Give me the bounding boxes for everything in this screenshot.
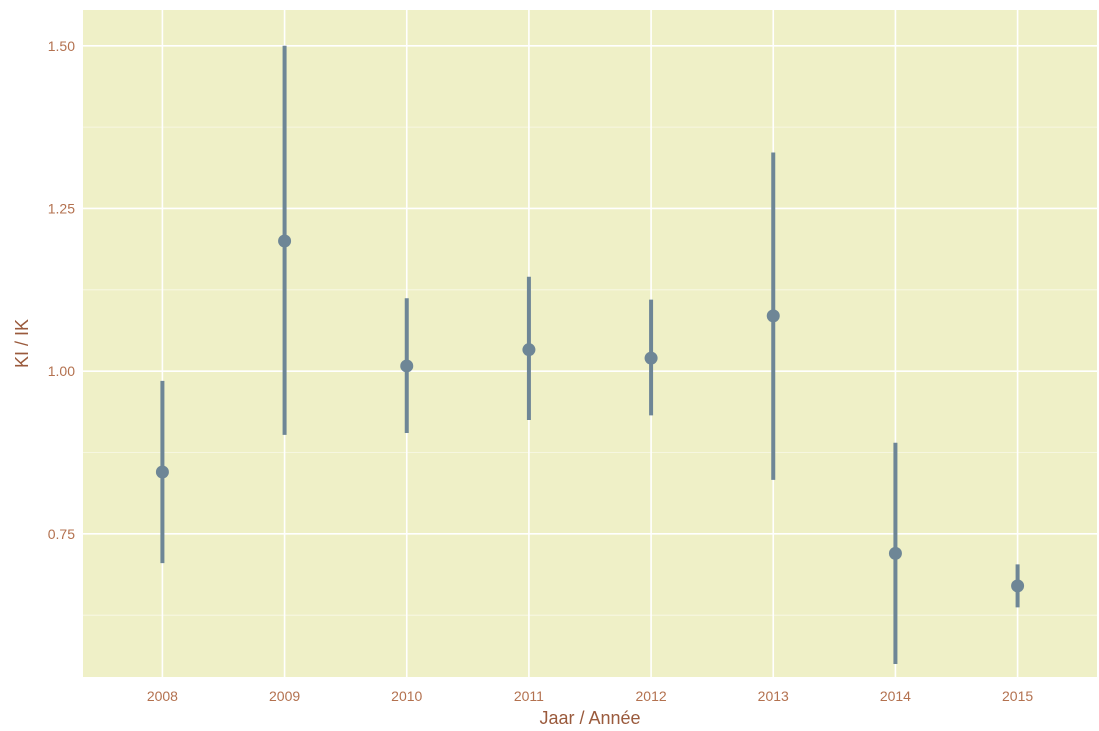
x-tick-label: 2009	[269, 688, 300, 704]
data-point-2011	[522, 343, 536, 357]
plot-panel	[83, 10, 1097, 677]
x-tick-label: 2011	[514, 688, 544, 704]
minor-gridlines	[83, 126, 1097, 616]
x-tick-label: 2012	[636, 688, 667, 704]
x-axis-title: Jaar / Année	[539, 708, 640, 728]
x-tick-label: 2013	[758, 688, 789, 704]
y-tick-labels: 0.75 1.00 1.25 1.50	[48, 38, 75, 542]
x-tick-label: 2015	[1002, 688, 1033, 704]
data-point-2013	[766, 309, 780, 323]
x-tick-label: 2010	[391, 688, 422, 704]
x-tick-label: 2014	[880, 688, 911, 704]
data-point-2010	[400, 359, 414, 373]
x-tick-label: 2008	[147, 688, 178, 704]
y-tick-label: 1.25	[48, 200, 75, 216]
data-point-2012	[644, 351, 658, 365]
data-point-2015	[1011, 579, 1025, 593]
y-axis-title: KI / IK	[12, 319, 32, 368]
data-points	[155, 234, 1025, 593]
x-tick-labels: 2008 2009 2010 2011 2012 2013 2014 2015	[147, 688, 1034, 704]
y-tick-label: 1.00	[48, 363, 75, 379]
data-point-2009	[278, 234, 292, 248]
data-point-2008	[155, 465, 169, 479]
y-tick-label: 0.75	[48, 526, 75, 542]
data-point-2014	[888, 546, 902, 560]
y-tick-label: 1.50	[48, 38, 75, 54]
